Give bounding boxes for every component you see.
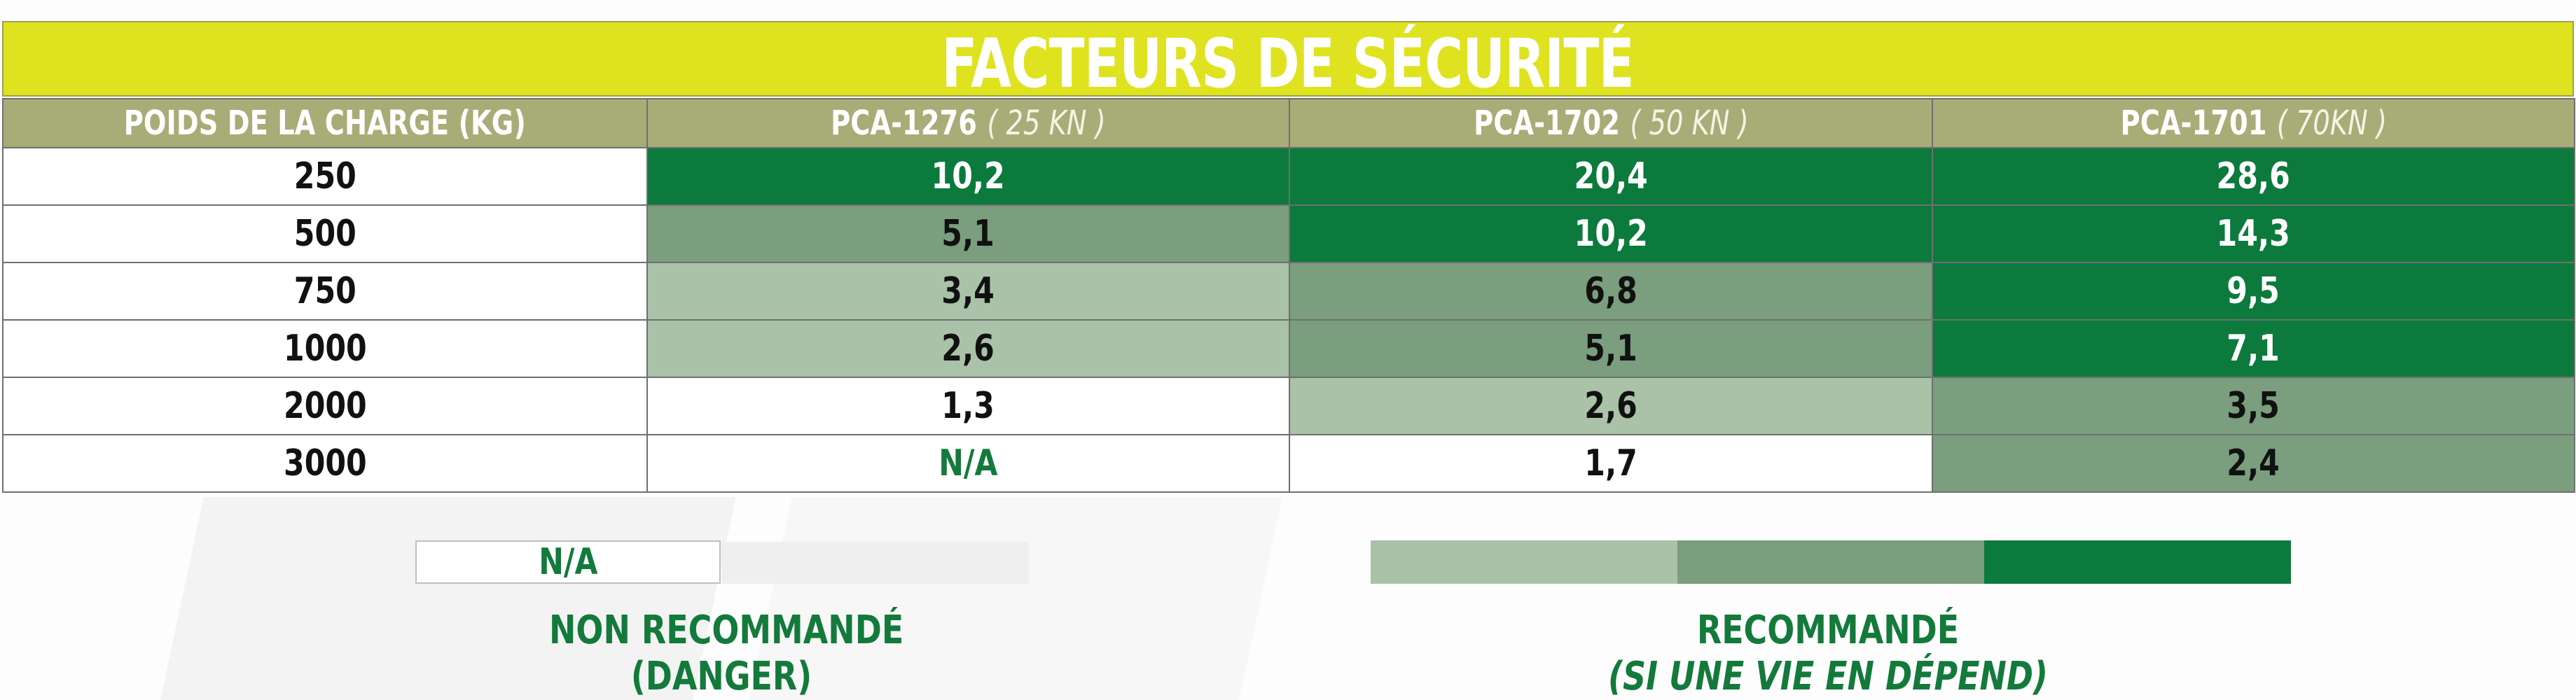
column-header-label: PCA-1702 bbox=[1473, 104, 1620, 143]
load-cell: 1000 bbox=[2, 319, 648, 378]
safety-factor-cell: 3,5 bbox=[1932, 377, 2575, 435]
safety-factor-cell: 10,2 bbox=[1289, 204, 1933, 263]
load-value: 2000 bbox=[283, 385, 367, 427]
safety-factor-value: 3,4 bbox=[941, 270, 995, 312]
column-header-model: PCA-1701( 70KN ) bbox=[1932, 98, 2575, 148]
column-header-label: PCA-1276 bbox=[831, 104, 978, 143]
table-row: 750 3,4 6,8 9,5 bbox=[2, 262, 2575, 321]
safety-factor-value: 2,6 bbox=[1584, 385, 1637, 427]
safety-factor-value: 3,5 bbox=[2227, 385, 2280, 427]
safety-factor-cell: N/A bbox=[646, 434, 1290, 493]
safety-factor-cell: 6,8 bbox=[1289, 262, 1933, 321]
safety-factor-cell: 2,4 bbox=[1932, 434, 2575, 493]
safety-factor-value: 10,2 bbox=[1574, 213, 1648, 255]
legend-recommended-title: RECOMMANDÉ bbox=[1696, 608, 1960, 653]
table-header-row: POIDS DE LA CHARGE (KG) PCA-1276( 25 KN )… bbox=[2, 98, 2575, 148]
safety-factor-cell: 2,6 bbox=[646, 319, 1290, 378]
load-cell: 3000 bbox=[2, 434, 648, 493]
legend-dark-swatch bbox=[1984, 540, 2291, 584]
safety-factor-cell: 10,2 bbox=[646, 147, 1290, 206]
page-title: FACTEURS DE SÉCURITÉ bbox=[941, 24, 1635, 103]
column-header-capacity: ( 70KN ) bbox=[2276, 104, 2387, 143]
legend-na-label: N/A bbox=[538, 541, 598, 583]
safety-factor-value: 5,1 bbox=[941, 213, 995, 255]
column-header-load: POIDS DE LA CHARGE (KG) bbox=[2, 98, 648, 148]
safety-factor-cell: 1,7 bbox=[1289, 434, 1933, 493]
column-header-capacity: ( 25 KN ) bbox=[987, 104, 1106, 143]
legend-light-swatch bbox=[1371, 540, 1677, 584]
legend-not-recommended-title: NON RECOMMANDÉ bbox=[549, 608, 904, 653]
column-header-label: PCA-1701 bbox=[2120, 104, 2267, 143]
safety-factor-value: 1,3 bbox=[941, 385, 995, 427]
table-row: 250 10,2 20,4 28,6 bbox=[2, 147, 2575, 206]
safety-factor-value: 10,2 bbox=[931, 155, 1006, 197]
table-row: 3000 N/A 1,7 2,4 bbox=[2, 434, 2575, 493]
safety-factor-cell: 5,1 bbox=[1289, 319, 1933, 378]
safety-factor-value: 5,1 bbox=[1584, 328, 1637, 370]
load-value: 1000 bbox=[283, 328, 367, 370]
table-row: 500 5,1 10,2 14,3 bbox=[2, 204, 2575, 263]
safety-factor-value: 2,4 bbox=[2227, 442, 2280, 484]
load-value: 500 bbox=[293, 213, 356, 255]
safety-factor-value: 7,1 bbox=[2227, 328, 2280, 370]
column-header-model: PCA-1276( 25 KN ) bbox=[646, 98, 1290, 148]
legend-not-recommended: NON RECOMMANDÉ (DANGER) bbox=[511, 608, 932, 700]
safety-factor-value: 20,4 bbox=[1574, 155, 1648, 197]
safety-factor-value: 2,6 bbox=[941, 328, 995, 370]
load-cell: 750 bbox=[2, 262, 648, 321]
column-header-model: PCA-1702( 50 KN ) bbox=[1289, 98, 1933, 148]
safety-factor-cell: 9,5 bbox=[1932, 262, 2575, 321]
load-value: 3000 bbox=[283, 442, 367, 484]
legend-not-recommended-note: (DANGER) bbox=[630, 654, 812, 699]
safety-factor-cell: 5,1 bbox=[646, 204, 1290, 263]
safety-factor-cell: 2,6 bbox=[1289, 377, 1933, 435]
load-value: 750 bbox=[293, 270, 356, 312]
column-header-label: POIDS DE LA CHARGE (KG) bbox=[123, 104, 527, 143]
table-body: 250 10,2 20,4 28,6 500 5,1 10,2 14,3 750 3,4 6,8 9,… bbox=[2, 147, 2575, 493]
safety-factor-cell: 3,4 bbox=[646, 262, 1290, 321]
table-row: 1000 2,6 5,1 7,1 bbox=[2, 319, 2575, 378]
safety-factor-value: 14,3 bbox=[2216, 213, 2291, 255]
legend-recommended-note: (SI UNE VIE EN DÉPEND) bbox=[1607, 654, 2049, 699]
load-cell: 2000 bbox=[2, 377, 648, 435]
safety-factor-value: 6,8 bbox=[1584, 270, 1637, 312]
safety-factor-cell: 20,4 bbox=[1289, 147, 1933, 206]
safety-factor-value: 9,5 bbox=[2227, 270, 2280, 312]
safety-factor-cell: 7,1 bbox=[1932, 319, 2575, 378]
title-bar: FACTEURS DE SÉCURITÉ bbox=[2, 21, 2574, 97]
safety-factor-value: N/A bbox=[939, 442, 998, 484]
load-cell: 500 bbox=[2, 204, 648, 263]
safety-factor-value: 28,6 bbox=[2216, 155, 2291, 197]
table-row: 2000 1,3 2,6 3,5 bbox=[2, 377, 2575, 435]
legend-mid-swatch bbox=[1677, 540, 1984, 584]
safety-factors-table: POIDS DE LA CHARGE (KG) PCA-1276( 25 KN )… bbox=[2, 98, 2575, 493]
safety-factor-cell: 14,3 bbox=[1932, 204, 2575, 263]
safety-factor-cell: 28,6 bbox=[1932, 147, 2575, 206]
load-value: 250 bbox=[293, 155, 356, 197]
legend-recommended: RECOMMANDÉ (SI UNE VIE EN DÉPEND) bbox=[1478, 608, 2178, 700]
legend-na-swatch: N/A bbox=[415, 540, 721, 584]
safety-factor-cell: 1,3 bbox=[646, 377, 1290, 435]
load-cell: 250 bbox=[2, 147, 648, 206]
safety-factor-value: 1,7 bbox=[1584, 442, 1637, 484]
column-header-capacity: ( 50 KN ) bbox=[1629, 104, 1749, 143]
legend-neutral-swatch bbox=[722, 542, 1029, 584]
